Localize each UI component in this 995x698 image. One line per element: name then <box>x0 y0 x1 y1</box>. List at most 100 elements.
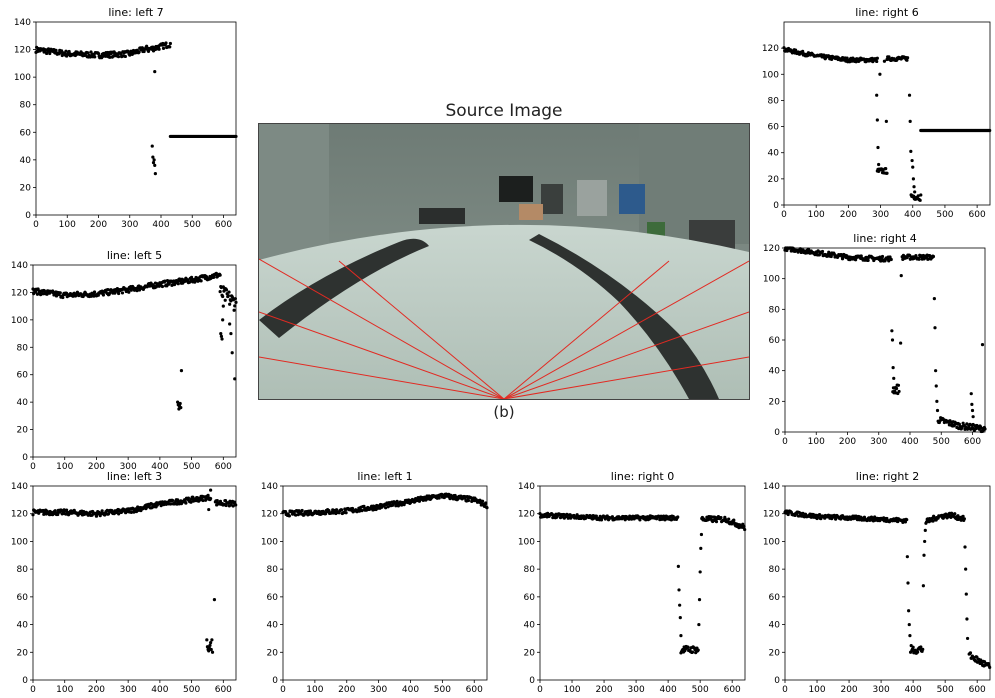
y-tick-label: 140 <box>11 482 28 492</box>
x-tick-label: 500 <box>183 462 200 472</box>
data-point <box>875 118 879 122</box>
y-tick-label: 100 <box>763 275 780 285</box>
y-tick-label: 20 <box>769 648 781 658</box>
data-point <box>176 282 180 286</box>
x-tick-label: 200 <box>338 685 355 695</box>
chart-left-7: line: left 7 0 100 200 300 400 500 600 0 20 40 60 80… <box>0 0 245 230</box>
x-tick-label: 200 <box>840 685 857 695</box>
data-point <box>56 512 60 517</box>
data-point <box>137 50 141 54</box>
data-point <box>817 253 821 257</box>
data-point <box>199 279 203 283</box>
data-point <box>931 254 936 259</box>
x-tick-label: 400 <box>901 437 918 447</box>
data-point <box>905 555 909 559</box>
data-point <box>317 509 321 513</box>
data-point <box>53 509 57 513</box>
y-tick-label: 0 <box>272 676 278 686</box>
data-point <box>965 422 969 426</box>
data-point <box>887 55 891 59</box>
y-tick-label: 80 <box>20 101 32 111</box>
chart-svg: line: right 6 0 100 200 300 400 500 600 0 20 40 60 8… <box>762 6 992 220</box>
data-point <box>221 318 225 322</box>
data-point <box>910 158 914 163</box>
data-point <box>859 254 863 258</box>
x-tick-label: 100 <box>808 437 825 447</box>
y-tick-label: 100 <box>763 537 780 547</box>
data-point <box>222 289 226 293</box>
y-tick-label: 40 <box>267 621 279 631</box>
data-point <box>234 134 238 139</box>
data-point <box>822 53 826 57</box>
data-point <box>917 257 921 261</box>
data-point <box>884 167 888 171</box>
source-image-caption: (b) <box>493 403 515 421</box>
data-point <box>234 300 238 305</box>
y-tick-label: 20 <box>20 183 32 193</box>
data-point <box>909 149 913 154</box>
x-tick-label: 0 <box>781 210 787 220</box>
plot-frame <box>784 247 986 433</box>
data-point <box>905 58 909 62</box>
y-tick-label: 0 <box>22 676 28 686</box>
data-point <box>964 592 968 596</box>
y-tick-label: 80 <box>524 565 536 575</box>
data-point <box>697 622 701 627</box>
data-point <box>839 517 843 521</box>
y-tick-label: 100 <box>11 537 28 547</box>
data-point <box>970 402 974 406</box>
y-tick-label: 40 <box>17 398 29 408</box>
data-point <box>294 513 298 517</box>
x-tick-label: 300 <box>872 210 889 220</box>
data-point <box>908 634 912 638</box>
data-point <box>727 517 731 521</box>
plot-frame <box>32 264 237 458</box>
y-tick-label: 60 <box>768 123 780 133</box>
y-tick-label: 120 <box>762 44 779 54</box>
data-point <box>224 288 229 292</box>
x-tick-label: 400 <box>904 210 921 220</box>
chart-left-5: line: left 5 0 100 200 300 400 500 600 0 20 40 60 80… <box>0 245 245 472</box>
data-point <box>233 304 237 308</box>
x-tick-label: 200 <box>88 685 105 695</box>
data-point <box>697 598 702 602</box>
chart-left-1: line: left 1 0 100 200 300 400 500 600 0 20 40 60 80… <box>250 470 495 698</box>
y-tick-label: 60 <box>769 336 781 346</box>
plot-frame <box>35 21 237 216</box>
data-point <box>916 650 920 654</box>
data-point <box>911 165 915 169</box>
data-point <box>932 297 936 301</box>
y-tick-label: 140 <box>518 482 535 492</box>
data-point <box>907 609 911 613</box>
data-point <box>106 288 110 292</box>
y-tick-label: 0 <box>25 211 31 221</box>
y-tick-label: 0 <box>773 201 779 211</box>
x-tick-label: 100 <box>306 685 323 695</box>
chart-left-3: line: left 3 0 100 200 300 400 500 600 0 20 40 60 80… <box>0 470 245 698</box>
x-tick-label: 300 <box>628 685 645 695</box>
data-points <box>782 46 992 202</box>
data-point <box>897 389 901 394</box>
y-tick-label: 120 <box>14 46 31 56</box>
plot-frame <box>539 485 746 681</box>
x-tick-label: 600 <box>724 685 741 695</box>
data-point <box>934 384 938 388</box>
y-tick-label: 80 <box>769 305 781 315</box>
data-point <box>908 119 912 123</box>
data-point <box>229 331 233 336</box>
data-point <box>163 279 167 283</box>
data-point <box>232 308 236 312</box>
data-point <box>153 70 157 74</box>
x-tick-label: 400 <box>660 685 677 695</box>
data-point <box>965 617 969 621</box>
data-point <box>164 41 168 45</box>
data-point <box>58 291 62 295</box>
data-point <box>54 294 59 298</box>
data-point <box>161 46 166 51</box>
y-tick-label: 80 <box>768 96 780 106</box>
data-point <box>152 158 156 162</box>
x-tick-label: 500 <box>936 210 953 220</box>
x-tick-label: 500 <box>183 685 200 695</box>
x-tick-label: 300 <box>121 220 138 230</box>
data-point <box>205 638 209 642</box>
